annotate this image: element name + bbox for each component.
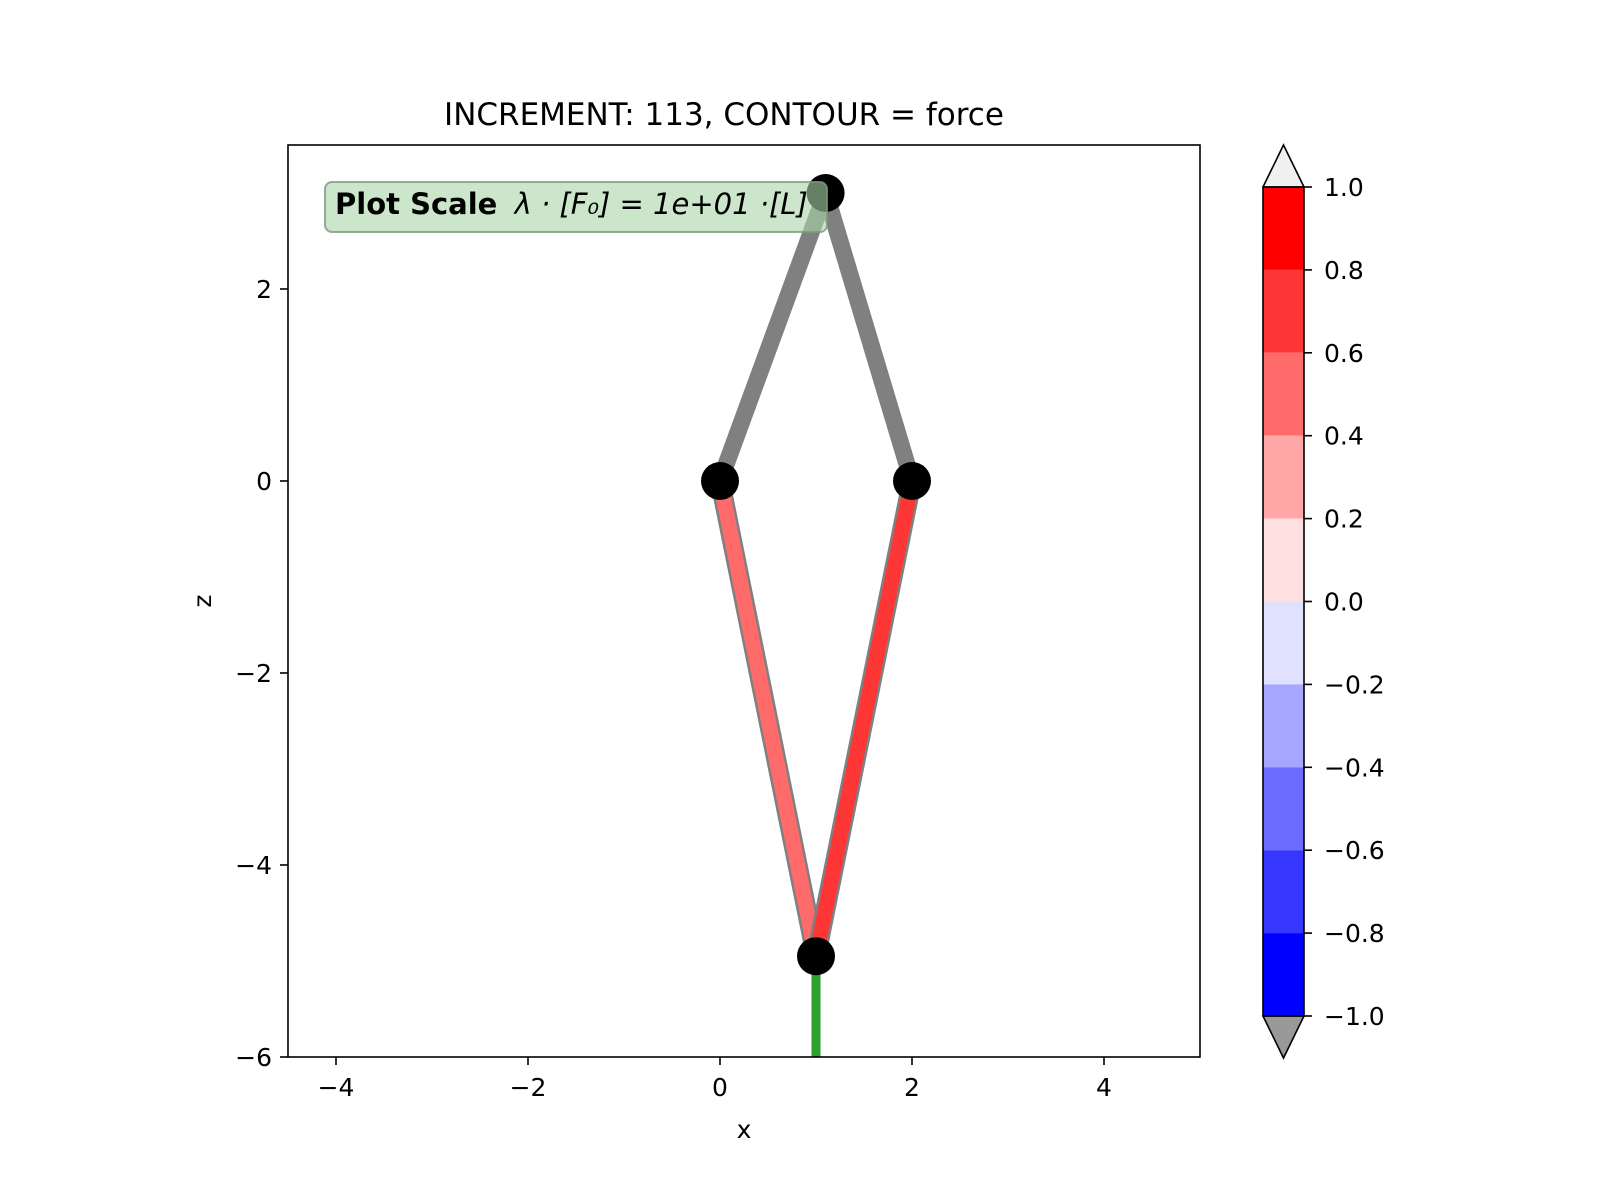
colorbar-band: [1263, 435, 1304, 519]
colorbar-over-arrow: [1261, 143, 1306, 188]
x-tick-label: −2: [510, 1073, 547, 1102]
plot-scale-formula: λ · [F₀] = 1e+01 ·[L]: [513, 187, 808, 221]
colorbar-band: [1263, 933, 1304, 1016]
colorbar-band: [1263, 187, 1304, 270]
colorbar-tick-label: −0.2: [1324, 670, 1385, 699]
colorbar: 1.0 0.8 0.6 0.4 0.2 0.0 −0.2 −0.4 −0.6 −0.8 −1.0: [1261, 143, 1385, 1060]
plot-scale-text: Plot Scale λ · [F₀] = 1e+01 ·[L]: [335, 187, 808, 221]
colorbar-tick-label: −1.0: [1324, 1002, 1385, 1031]
x-tick-label: −4: [318, 1073, 355, 1102]
colorbar-tick-label: −0.6: [1324, 836, 1385, 865]
colorbar-band: [1263, 684, 1304, 768]
colorbar-tick-label: 0.0: [1324, 588, 1364, 617]
y-tick-label: 0: [256, 467, 272, 496]
force-member: [808, 479, 920, 958]
node-marker: [701, 462, 739, 500]
colorbar-band: [1263, 269, 1304, 353]
y-tick-label: −2: [235, 659, 272, 688]
y-tick-label: 2: [256, 275, 272, 304]
chart-title: INCREMENT: 113, CONTOUR = force: [444, 97, 1004, 133]
plot-scale-box: Plot Scale λ · [F₀] = 1e+01 ·[L]: [324, 181, 828, 233]
colorbar-tick-label: 0.4: [1324, 422, 1364, 451]
plot-scale-box-background: [324, 181, 828, 233]
colorbar-tick-label: 0.6: [1324, 339, 1364, 368]
y-axis-label: z: [188, 594, 217, 607]
y-tick-label: −4: [235, 851, 272, 880]
y-tick-label: −6: [235, 1043, 272, 1072]
members-layer: [710, 190, 922, 1057]
force-member: [712, 479, 824, 958]
x-tick-label: 2: [904, 1073, 920, 1102]
colorbar-band: [1263, 601, 1304, 685]
colorbar-band: [1263, 352, 1304, 436]
colorbar-band: [1263, 767, 1304, 851]
colorbar-tick-label: −0.4: [1324, 753, 1385, 782]
undeformed-member: [712, 190, 834, 484]
x-axis: −4 −2 0 2 4: [318, 1057, 1112, 1102]
plot-area: Plot Scale λ · [F₀] = 1e+01 ·[L]: [287, 144, 1201, 1058]
colorbar-tick-label: −0.8: [1324, 919, 1385, 948]
x-axis-label: x: [737, 1115, 752, 1144]
plot-scale-label: Plot Scale: [335, 187, 497, 221]
plot-border: [287, 144, 1201, 1058]
colorbar-tick-label: 0.2: [1324, 505, 1364, 534]
node-marker: [797, 937, 835, 976]
x-tick-label: 0: [712, 1073, 728, 1102]
colorbar-under-arrow: [1261, 1015, 1306, 1060]
x-tick-label: 4: [1096, 1073, 1112, 1102]
colorbar-tick-label: 1.0: [1324, 173, 1364, 202]
node-marker: [893, 462, 931, 500]
colorbar-tick-label: 0.8: [1324, 256, 1364, 285]
y-axis: −6 −4 −2 0 2: [235, 275, 288, 1072]
colorbar-band: [1263, 518, 1304, 602]
undeformed-member: [817, 190, 921, 484]
colorbar-band: [1263, 850, 1304, 934]
